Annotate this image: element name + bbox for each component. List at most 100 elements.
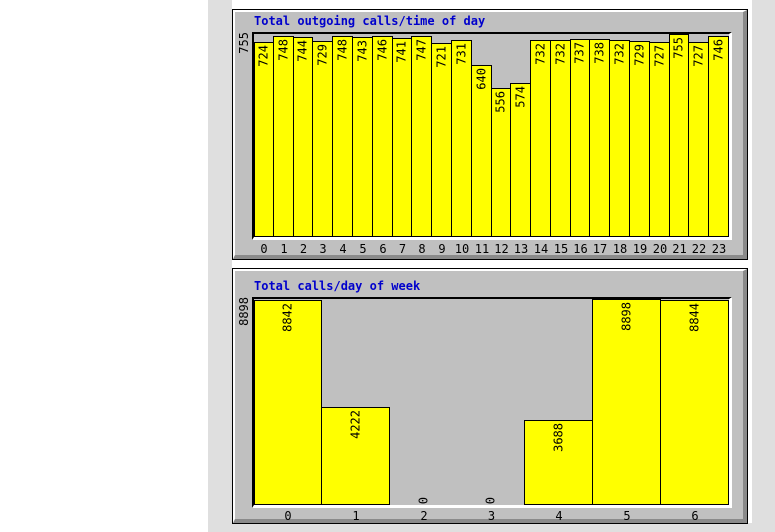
bar-16 (570, 39, 590, 237)
bar-19 (629, 41, 650, 237)
chart-panel-weekly: Total calls/day of week 8898 8842 4222 0 0 3… (232, 268, 748, 524)
bar-17 (589, 39, 610, 237)
bar-value-label: 741 (394, 41, 409, 63)
bar-20 (649, 42, 670, 237)
bar-22 (688, 42, 709, 237)
bar-slot-19: 729 (629, 34, 650, 237)
bar-0 (254, 42, 274, 237)
bar-value-label: 8898 (619, 302, 633, 331)
bar-slot-10: 731 (451, 34, 472, 237)
bar-4 (332, 36, 353, 237)
bar-value-label: 737 (572, 42, 587, 64)
plot-inner-weekly: 8842 4222 0 0 3688 8898 8844 (254, 299, 729, 505)
bar-value-label: 721 (434, 46, 448, 68)
bar-value-label: 556 (493, 91, 508, 113)
bar-slot-17: 738 (589, 34, 610, 237)
bar-value-label: 732 (553, 43, 567, 65)
bar-3 (312, 41, 333, 237)
bar-slot-0: 724 (254, 34, 274, 237)
bar-2 (293, 37, 313, 237)
bar-slot-16: 737 (570, 34, 590, 237)
x-tick-label-3: 3 (319, 242, 327, 256)
bar-value-label: 574 (513, 86, 527, 108)
chart-panel-hourly: Total outgoing calls/time of day 755 724… (232, 9, 748, 260)
x-tick-label-22: 22 (691, 242, 707, 256)
x-tick-label-6: 6 (379, 242, 387, 256)
bar-slot-4: 3688 (524, 299, 593, 505)
bar-5 (352, 37, 373, 237)
x-tick-label-3: 3 (487, 509, 496, 523)
bar-value-label: 748 (276, 39, 290, 61)
x-tick-label-15: 15 (553, 242, 569, 256)
right-scrollbar-track[interactable] (752, 0, 775, 532)
x-tick-label-14: 14 (533, 242, 549, 256)
x-tick-label-2: 2 (420, 509, 428, 523)
bar-value-label: 746 (711, 39, 725, 61)
x-tick-label-16: 16 (573, 242, 588, 256)
bar-4 (524, 420, 593, 505)
bar-value-label: 732 (533, 43, 547, 65)
bar-slot-2: 744 (293, 34, 313, 237)
x-tick-label-0: 0 (284, 509, 292, 523)
x-tick-label-7: 7 (398, 242, 407, 256)
bar-slot-8: 747 (411, 34, 432, 237)
bar-slot-22: 727 (688, 34, 709, 237)
bar-value-label: 8844 (687, 303, 701, 332)
x-tick-label-4: 4 (339, 242, 347, 256)
x-tick-label-11: 11 (474, 242, 490, 256)
x-tick-label-23: 23 (711, 242, 727, 256)
x-tick-label-21: 21 (672, 242, 687, 256)
bar-1 (321, 407, 390, 505)
bar-slot-6: 8844 (660, 299, 729, 505)
bottom-scrollbar-track[interactable] (232, 523, 752, 532)
bar-value-label: 0 (483, 496, 498, 504)
x-tick-label-1: 1 (352, 509, 360, 523)
bar-slot-4: 748 (332, 34, 353, 237)
bar-value-label: 729 (632, 44, 646, 66)
bar-value-label: 755 (671, 37, 686, 59)
y-axis-max-label: 8898 (237, 297, 251, 326)
bar-slot-14: 732 (530, 34, 551, 237)
bar-slot-0: 8842 (254, 299, 322, 505)
bar-slot-3: 0 (457, 299, 525, 505)
bar-slot-3: 729 (312, 34, 333, 237)
bar-slot-13: 574 (510, 34, 531, 237)
bar-value-label: 744 (295, 40, 310, 62)
bar-value-label: 738 (592, 42, 606, 64)
bar-value-label: 0 (416, 496, 430, 504)
bar-value-label: 729 (315, 44, 329, 66)
plot-area-hourly: 755 724 748 744 729 748 743 746 741 747 721 731 640… (237, 32, 732, 240)
bar-slot-5: 743 (352, 34, 373, 237)
bar-value-label: 746 (375, 39, 389, 61)
chart-title-weekly: Total calls/day of week (254, 279, 421, 293)
bar-15 (550, 40, 571, 237)
x-tick-label-2: 2 (299, 242, 308, 256)
bar-value-label: 640 (474, 68, 488, 90)
left-scrollbar-track[interactable] (208, 0, 232, 532)
bar-6 (660, 300, 729, 505)
bar-slot-6: 746 (372, 34, 393, 237)
bar-5 (592, 299, 661, 505)
bar-value-label: 4222 (348, 410, 362, 439)
bar-slot-23: 746 (708, 34, 729, 237)
bar-value-label: 731 (454, 43, 468, 65)
bar-slot-11: 640 (471, 34, 492, 237)
bar-value-label: 727 (652, 45, 666, 67)
x-tick-label-4: 4 (555, 509, 563, 523)
bar-value-label: 732 (612, 43, 626, 65)
bar-value-label: 747 (414, 39, 428, 61)
plot-area-weekly: 8898 8842 4222 0 0 3688 8898 8844 (237, 297, 732, 508)
plot-inner-hourly: 724 748 744 729 748 743 746 741 747 721 731 640 556 5… (254, 34, 729, 237)
x-tick-label-13: 13 (513, 242, 529, 256)
x-axis-weekly: 0 1 2 3 4 5 6 (254, 509, 729, 523)
bar-value-label: 743 (355, 40, 369, 62)
x-tick-label-19: 19 (632, 242, 648, 256)
bar-slot-7: 741 (392, 34, 412, 237)
bar-9 (431, 43, 452, 237)
bar-value-label: 748 (335, 39, 349, 61)
x-tick-label-9: 9 (438, 242, 446, 256)
bar-slot-1: 748 (273, 34, 294, 237)
x-tick-label-8: 8 (418, 242, 426, 256)
chart-title-hourly: Total outgoing calls/time of day (254, 14, 486, 28)
